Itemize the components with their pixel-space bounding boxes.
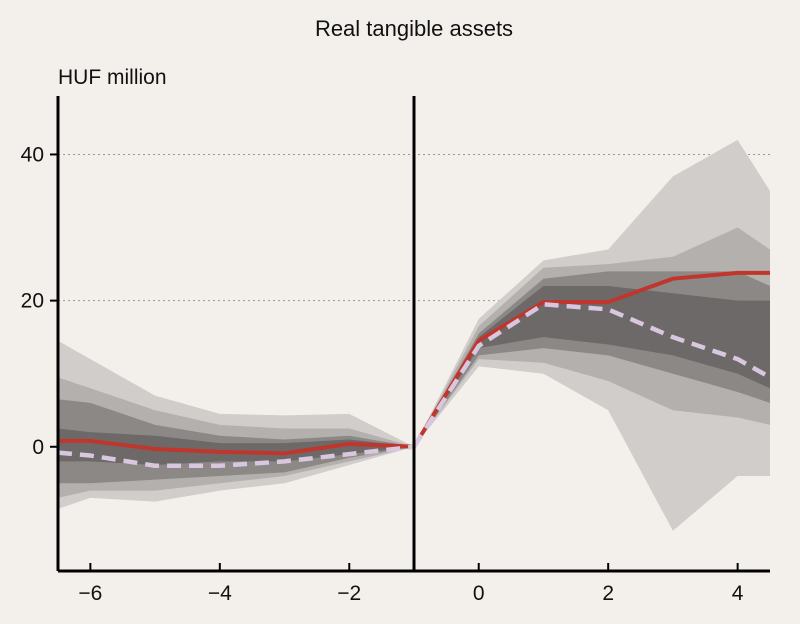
series-1-post-line xyxy=(412,270,770,448)
x-tick-label-3: 0 xyxy=(473,582,485,605)
series-lines xyxy=(57,270,772,469)
x-tick-label-5: 4 xyxy=(732,582,744,605)
y-tick-label-0: 0 xyxy=(32,436,44,459)
x-tick-label-1: −4 xyxy=(208,582,232,605)
series-2-pre-line xyxy=(57,444,415,469)
y-tick-label-2: 40 xyxy=(21,143,44,166)
x-tick-label-2: −2 xyxy=(337,582,361,605)
y-tick-label-1: 20 xyxy=(21,290,44,313)
y-axis-unit-label: HUF million xyxy=(58,66,167,89)
x-tick-label-0: −6 xyxy=(78,582,102,605)
x-tick-label-4: 2 xyxy=(602,582,614,605)
chart-title: Real tangible assets xyxy=(315,16,513,41)
confidence-bands xyxy=(58,139,770,531)
series-2-post-line xyxy=(412,302,772,448)
tick-labels: 0 20 40 −6 −4 −2 0 2 4 xyxy=(21,143,744,605)
series-1-pre-line xyxy=(58,438,415,456)
axes xyxy=(50,96,770,573)
